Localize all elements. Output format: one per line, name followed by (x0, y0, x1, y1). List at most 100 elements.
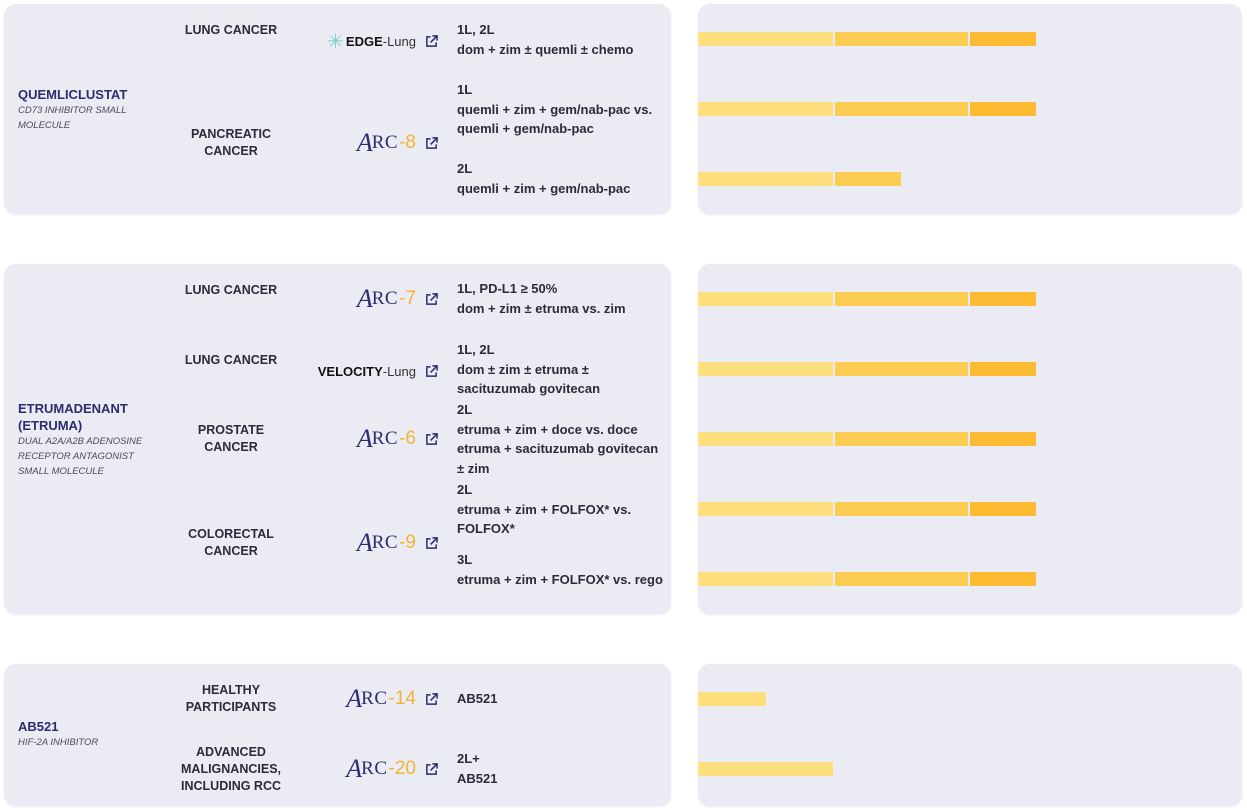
drug-description: HIF-2α INHIBITOR (18, 737, 99, 748)
trial-name-light: -Lung (382, 363, 416, 379)
phase3-segment (970, 32, 1036, 46)
trial-name-bold: VELOCITY (317, 363, 383, 379)
external-link-icon[interactable] (425, 692, 438, 706)
line-of-therapy: 1L, 2L (457, 22, 495, 37)
phase1-segment (698, 292, 833, 306)
external-link-icon[interactable] (425, 762, 438, 776)
drug-quemliclustat: QUEMLICLUSTAT CD73 INHIBITOR SMALL MOLEC… (18, 86, 168, 133)
indication-label: ADVANCED MALIGNANCIES, INCLUDING RCC (181, 745, 281, 793)
trial-design: 1L, PD-L1 ≥ 50% dom + zim ± etruma vs. z… (457, 279, 667, 318)
trial-design: 3L etruma + zim + FOLFOX* vs. rego (457, 550, 667, 589)
drug-description: CD73 INHIBITOR SMALL MOLECULE (18, 105, 127, 131)
phase1-segment (698, 32, 833, 46)
program-card-quemliclustat (4, 4, 671, 214)
external-link-icon[interactable] (425, 364, 438, 378)
phase3-segment (970, 502, 1036, 516)
drug-ab521: AB521 HIF-2α INHIBITOR (18, 718, 168, 750)
line-of-therapy: 1L, 2L (457, 342, 495, 357)
phase3-segment (970, 102, 1036, 116)
phase-progress-bar (698, 362, 1036, 376)
indication-label: LUNG CANCER (184, 283, 278, 297)
arc-number: -7 (399, 288, 416, 309)
trial-design: 2L quemli + zim + gem/nab-pac (457, 159, 667, 198)
phase3-segment (970, 292, 1036, 306)
line-of-therapy: 2L (457, 402, 473, 417)
trial-link-arc-9[interactable]: A RC -9 (308, 528, 438, 558)
phase-progress-bar (698, 102, 1036, 116)
line-of-therapy: 3L (457, 552, 473, 567)
regimen: dom ± zim ± etruma ± sacituzumab govitec… (457, 361, 601, 397)
line-of-therapy: 2L+ (457, 751, 480, 766)
external-link-icon[interactable] (425, 34, 438, 48)
line-of-therapy: 2L (457, 161, 473, 176)
phase1-segment (698, 762, 833, 776)
phase-progress-bar (698, 502, 1036, 516)
regimen: quemli + zim + gem/nab-pac (457, 180, 631, 196)
phase1-segment (698, 362, 833, 376)
arc-logo-text: RC (361, 688, 388, 709)
arc-logo-text: RC (371, 132, 399, 153)
regimen: AB521 (457, 770, 498, 786)
external-link-icon[interactable] (425, 536, 438, 550)
indication-label: HEALTHY PARTICIPANTS (185, 683, 277, 714)
trial-link-arc-7[interactable]: A RC -7 (308, 284, 438, 314)
drug-description: DUAL A2A/A2B ADENOSINE RECEPTOR ANTAGONI… (18, 436, 143, 477)
progress-card-ab521 (698, 664, 1242, 806)
phase3-segment (970, 572, 1036, 586)
trial-design: 2L etruma + zim + FOLFOX* vs. FOLFOX* (457, 480, 667, 539)
trial-design: AB521 (457, 689, 667, 709)
phase-progress-bar (698, 292, 1036, 306)
drug-name: AB521 (18, 719, 59, 734)
trial-link-edge-lung[interactable]: ✳ EDGE -Lung (308, 26, 438, 56)
arc-logo-icon: A (356, 528, 373, 557)
trial-design: 1L quemli + zim + gem/nab-pac vs. quemli… (457, 80, 667, 139)
drug-etrumadenant: ETRUMADENANT (ETRUMA) DUAL A2A/A2B ADENO… (18, 400, 168, 479)
phase2-segment (835, 572, 968, 586)
phase2-segment (835, 432, 968, 446)
regimen: quemli + zim + gem/nab-pac vs. quemli + … (457, 101, 653, 137)
phase2-segment (835, 172, 901, 186)
phase2-segment (835, 102, 968, 116)
phase-progress-bar (698, 762, 833, 776)
phase-progress-bar (698, 172, 901, 186)
regimen: etruma + zim + FOLFOX* vs. FOLFOX* (457, 501, 632, 537)
phase1-segment (698, 692, 766, 706)
trial-link-arc-20[interactable]: A RC -20 (308, 754, 438, 784)
line-of-therapy: 2L (457, 482, 473, 497)
trial-link-velocity-lung[interactable]: VELOCITY -Lung (308, 356, 438, 386)
regimen: dom + zim ± quemli ± chemo (457, 41, 634, 57)
external-link-icon[interactable] (425, 292, 438, 306)
external-link-icon[interactable] (425, 432, 438, 446)
arc-logo-icon: A (356, 424, 373, 453)
phase2-segment (835, 502, 968, 516)
regimen: AB521 (457, 691, 498, 706)
trial-name-light: -Lung (382, 33, 416, 49)
drug-name: QUEMLICLUSTAT (18, 87, 128, 102)
trial-design: 1L, 2L dom ± zim ± etruma ± sacituzumab … (457, 340, 667, 399)
trial-design: 2L etruma + zim + doce vs. doce etruma +… (457, 400, 667, 478)
phase-progress-bar (698, 572, 1036, 586)
indication-label: COLORECTAL CANCER (188, 527, 274, 558)
phase1-segment (698, 102, 833, 116)
trial-link-arc-6[interactable]: A RC -6 (308, 424, 438, 454)
phase1-segment (698, 172, 833, 186)
indication-label: PANCREATIC CANCER (190, 127, 272, 158)
regimen: etruma + zim + FOLFOX* vs. rego (457, 571, 663, 587)
arc-logo-text: RC (371, 288, 399, 309)
arc-logo-text: RC (371, 428, 399, 449)
trial-link-arc-8[interactable]: A RC -8 (308, 128, 438, 158)
trial-link-arc-14[interactable]: A RC -14 (308, 684, 438, 714)
phase1-segment (698, 502, 833, 516)
arc-logo-icon: A (356, 128, 373, 157)
regimen: etruma + zim + doce vs. doce etruma + sa… (457, 421, 659, 476)
arc-logo-text: RC (361, 758, 388, 779)
phase3-segment (970, 362, 1036, 376)
phase2-segment (835, 362, 968, 376)
arc-number: -20 (388, 758, 416, 779)
external-link-icon[interactable] (425, 136, 438, 150)
arc-number: -6 (399, 428, 416, 449)
phase-progress-bar (698, 692, 766, 706)
regimen: dom + zim ± etruma vs. zim (457, 300, 626, 316)
arc-logo-icon: A (346, 754, 362, 783)
phase2-segment (835, 292, 968, 306)
